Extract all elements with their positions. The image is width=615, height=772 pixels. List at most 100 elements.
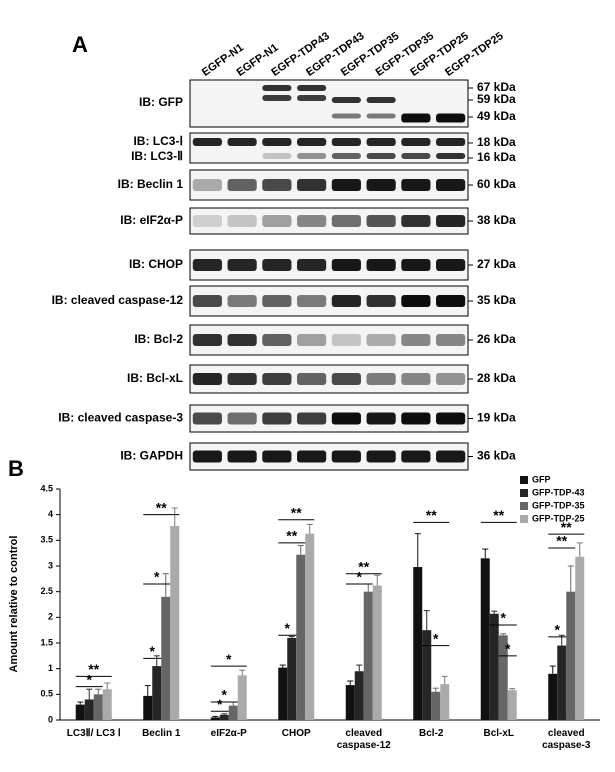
- significance-label: *: [150, 643, 156, 659]
- size-label: 49 kDa: [477, 109, 516, 123]
- blot-band: [366, 153, 396, 159]
- blot-band: [297, 179, 327, 191]
- bar: [480, 558, 490, 720]
- y-tick-label: 4: [48, 509, 53, 519]
- bar: [210, 717, 220, 720]
- blot-band: [192, 179, 222, 191]
- bar: [305, 533, 315, 720]
- bar: [143, 695, 153, 720]
- blot-band: [366, 138, 396, 146]
- blot-band: [262, 334, 292, 346]
- blot-band: [366, 334, 396, 346]
- x-tick-label: eIF2α-P: [210, 728, 247, 739]
- y-tick-label: 2.5: [40, 586, 53, 596]
- blot-band: [262, 138, 292, 146]
- bar: [84, 699, 94, 720]
- size-label: 38 kDa: [477, 213, 516, 227]
- blot-band: [436, 334, 466, 346]
- blot-band: [262, 450, 292, 463]
- blot-band: [401, 113, 431, 123]
- blot-band: [192, 412, 222, 425]
- blot-band: [262, 95, 292, 101]
- blot-band: [366, 295, 396, 307]
- y-tick-label: 2: [48, 612, 53, 622]
- blot-band: [227, 373, 257, 385]
- size-label: 16 kDa: [477, 150, 516, 164]
- legend-label: GFP: [532, 474, 551, 484]
- significance-label: *: [217, 696, 223, 712]
- bar: [345, 685, 355, 720]
- blot-band: [192, 138, 222, 146]
- blot-band: [331, 153, 361, 159]
- blot-band: [331, 450, 361, 463]
- blot-band: [297, 373, 327, 385]
- blot-label: IB: Bcl-xL: [127, 371, 183, 385]
- bar: [489, 613, 499, 720]
- blot-band: [227, 295, 257, 307]
- blot-band: [262, 412, 292, 425]
- blot-band: [436, 113, 466, 123]
- y-tick-label: 1: [48, 663, 53, 673]
- blot-band: [366, 97, 396, 103]
- y-tick-label: 3: [48, 560, 53, 570]
- blot-band: [366, 215, 396, 227]
- x-tick-label: Bcl-2: [419, 728, 444, 739]
- blot-band: [436, 179, 466, 191]
- significance-label: *: [222, 687, 228, 703]
- blot-band: [262, 215, 292, 227]
- bar: [152, 666, 162, 720]
- blot-band: [297, 259, 327, 271]
- bar: [566, 591, 576, 720]
- blot-label: IB: GAPDH: [120, 449, 183, 463]
- size-label: 35 kDa: [477, 293, 516, 307]
- blot-label: IB: CHOP: [129, 257, 183, 271]
- blot-band: [262, 153, 292, 159]
- blot-band: [331, 138, 361, 146]
- significance-label: *: [555, 622, 561, 638]
- bar: [498, 635, 508, 720]
- blot-band: [262, 373, 292, 385]
- blot-band: [192, 373, 222, 385]
- bar: [287, 637, 297, 720]
- blot-band: [297, 412, 327, 425]
- blot-band: [192, 215, 222, 227]
- x-tick-label: cleaved caspase-3: [542, 728, 591, 751]
- significance-label: **: [156, 499, 167, 515]
- significance-label: **: [493, 507, 504, 523]
- blot-band: [227, 215, 257, 227]
- x-tick-label: cleaved caspase-12: [336, 728, 391, 751]
- blot-label: IB: cleaved caspase-3: [58, 411, 183, 425]
- blot-frame: [189, 207, 469, 235]
- bar: [93, 694, 103, 720]
- blot-band: [262, 259, 292, 271]
- legend-swatch: [520, 502, 528, 510]
- blot-band: [192, 334, 222, 346]
- significance-label: **: [556, 533, 567, 549]
- bar: [228, 705, 238, 720]
- blot-label: IB: GFP: [139, 95, 183, 109]
- blot-band: [297, 295, 327, 307]
- blot-band: [401, 153, 431, 159]
- bar: [363, 591, 373, 720]
- size-label: 28 kDa: [477, 371, 516, 385]
- blot-label: IB: LC3-Ⅱ: [131, 149, 183, 163]
- bar: [413, 567, 423, 720]
- significance-label: **: [561, 519, 572, 535]
- bar: [431, 691, 441, 720]
- bar: [372, 585, 382, 720]
- significance-label: *: [226, 651, 232, 667]
- bar: [161, 596, 171, 720]
- panel-label: B: [8, 456, 24, 481]
- significance-label: *: [501, 610, 507, 626]
- bar: [354, 671, 364, 720]
- blot-band: [366, 373, 396, 385]
- blot-band: [297, 95, 327, 101]
- size-label: 36 kDa: [477, 449, 516, 463]
- blot-band: [436, 215, 466, 227]
- bar: [575, 556, 585, 720]
- legend-swatch: [520, 476, 528, 484]
- bar: [237, 675, 247, 720]
- panel-label: A: [72, 32, 88, 57]
- blot-band: [262, 85, 292, 91]
